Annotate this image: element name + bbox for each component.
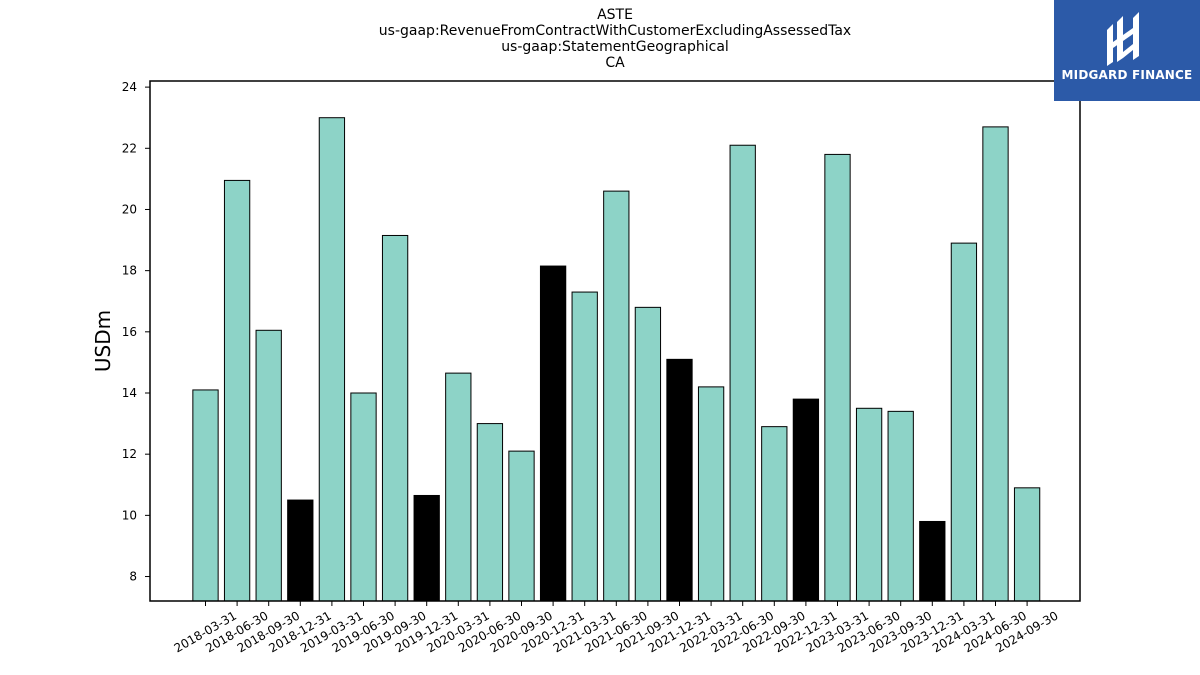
- bar-2024-03-31: [950, 242, 978, 602]
- bar-2023-09-30: [887, 410, 914, 602]
- bar-2018-03-31: [192, 389, 219, 602]
- bar-2022-09-30: [761, 426, 788, 602]
- bar-2021-03-31: [571, 291, 598, 602]
- logo-text: MIDGARD FINANCE: [1061, 68, 1193, 82]
- plot-frame: [149, 80, 1081, 602]
- bar-2022-06-30: [729, 144, 756, 602]
- bar-2021-06-30: [603, 190, 630, 602]
- bar-2023-12-31: [919, 520, 946, 602]
- bar-2024-09-30: [1013, 487, 1041, 602]
- bar-2023-03-31: [824, 153, 851, 602]
- y-axis-label: USDm: [91, 310, 115, 372]
- y-tick-label-14: 14: [122, 386, 137, 400]
- bar-2018-09-30: [255, 329, 282, 602]
- y-tick-label-8: 8: [129, 570, 137, 584]
- y-tick-label-20: 20: [122, 202, 137, 216]
- y-tick-label-22: 22: [122, 141, 137, 155]
- y-tick-label-18: 18: [122, 264, 137, 278]
- chart-subtitle-metric: us-gaap:RevenueFromContractWithCustomerE…: [378, 23, 852, 39]
- y-tick-label-16: 16: [122, 325, 137, 339]
- bar-2018-12-31: [287, 499, 314, 602]
- chart-subtitle-member: CA: [605, 55, 625, 71]
- bar-2018-06-30: [223, 179, 251, 602]
- y-tick-label-12: 12: [122, 447, 137, 461]
- bar-2022-03-31: [697, 386, 725, 602]
- chart-subtitle-axis: us-gaap:StatementGeographical: [501, 39, 729, 55]
- bar-2020-09-30: [508, 450, 535, 602]
- bar-2019-06-30: [350, 392, 377, 602]
- bar-2019-03-31: [318, 117, 346, 602]
- midgard-finance-logo: MIDGARD FINANCE: [1054, 0, 1200, 101]
- y-tick-label-24: 24: [122, 80, 137, 94]
- midgard-logo-icon: [1107, 12, 1139, 66]
- bar-2020-12-31: [539, 265, 567, 602]
- bar-2019-12-31: [413, 494, 440, 602]
- bar-2022-12-31: [792, 398, 820, 602]
- bar-2024-06-30: [982, 126, 1009, 602]
- bar-2020-03-31: [445, 372, 472, 602]
- bar-2020-06-30: [476, 423, 504, 602]
- bar-2021-09-30: [634, 306, 662, 602]
- bar-2019-09-30: [381, 234, 409, 602]
- bar-2023-06-30: [855, 407, 883, 602]
- y-tick-label-10: 10: [122, 508, 137, 522]
- chart-title: ASTE: [597, 7, 633, 23]
- bar-2021-12-31: [666, 358, 693, 602]
